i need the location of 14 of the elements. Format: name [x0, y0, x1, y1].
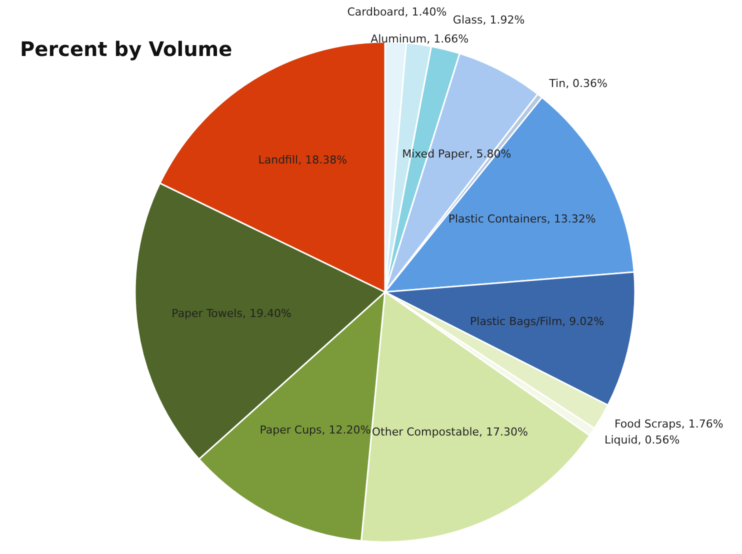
slice-label: Paper Cups, 12.20% — [260, 423, 371, 436]
text: Percent by Volume — [20, 37, 232, 61]
slice-label: Plastic Bags/Film, 9.02% — [470, 315, 604, 328]
slice-label: Cardboard, 1.40% — [347, 5, 447, 18]
slice-label: Plastic Containers, 13.32% — [448, 212, 596, 226]
slice-label: Landfill, 18.38% — [258, 154, 348, 167]
slice-label: Food Scraps, 1.76% — [614, 418, 724, 430]
slice-label: Liquid, 0.56% — [604, 433, 680, 446]
slice-label: Tin, 0.36% — [548, 76, 608, 90]
slice-label: Glass, 1.92% — [452, 13, 525, 26]
slice-label: Paper Towels, 19.40% — [172, 306, 292, 320]
slice-label: Aluminum, 1.66% — [370, 32, 469, 46]
slice-label: Other Compostable, 17.30% — [372, 426, 528, 439]
slice-label: Mixed Paper, 5.80% — [402, 148, 512, 161]
